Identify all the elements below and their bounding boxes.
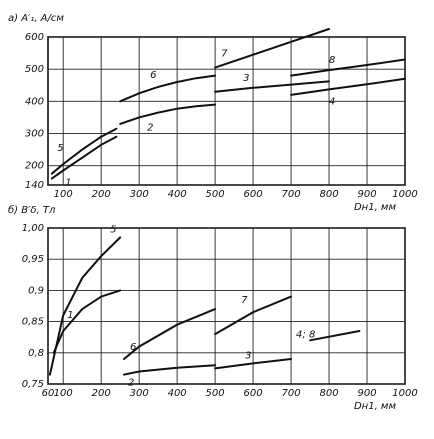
curve-label: 4; 8 xyxy=(296,329,315,340)
curve xyxy=(123,364,217,376)
x-axis-label: Dн1, мм xyxy=(354,202,397,213)
curve-label: 1 xyxy=(67,310,73,321)
y-tick-label: 300 xyxy=(25,129,44,140)
x-tick-label: 60 xyxy=(42,388,55,399)
x-tick-label: 700 xyxy=(282,388,301,399)
curve-label: 3 xyxy=(243,73,249,84)
curve-label: 7 xyxy=(221,49,228,60)
x-tick-label: 900 xyxy=(357,388,376,399)
x-tick-label: 400 xyxy=(168,388,187,399)
curve-label: 1 xyxy=(65,178,71,189)
curve xyxy=(309,330,361,342)
x-axis-label: Dн1, мм xyxy=(354,401,397,412)
x-tick-label: 1000 xyxy=(392,388,417,399)
curve xyxy=(214,28,330,69)
x-tick-label: 200 xyxy=(92,189,111,200)
x-tick-label: 600 xyxy=(244,189,263,200)
x-tick-label: 100 xyxy=(54,189,73,200)
x-tick-label: 700 xyxy=(282,189,301,200)
curve xyxy=(50,127,118,175)
y-tick-label: 400 xyxy=(25,96,44,107)
x-tick-label: 300 xyxy=(130,189,149,200)
x-tick-label: 600 xyxy=(244,388,263,399)
curve-label: 5 xyxy=(57,143,63,154)
y-tick-label: 0,9 xyxy=(28,285,44,296)
curve xyxy=(52,289,122,354)
x-tick-label: 300 xyxy=(130,388,149,399)
y-tick-label: 600 xyxy=(25,32,44,43)
curve-label: 2 xyxy=(147,122,153,133)
y-tick-label: 1,00 xyxy=(22,223,44,234)
curve xyxy=(119,74,217,103)
x-tick-label: 100 xyxy=(54,388,73,399)
y-tick-label: 200 xyxy=(25,161,44,172)
chart-title: б) B′δ, Тл xyxy=(8,204,56,216)
curve xyxy=(50,135,118,180)
y-tick-label: 140 xyxy=(25,180,44,191)
curve-label: 4 xyxy=(329,96,335,107)
curve-label: 6 xyxy=(130,342,136,353)
curve-label: 7 xyxy=(241,295,248,306)
x-tick-label: 200 xyxy=(92,388,111,399)
curve-label: 6 xyxy=(150,70,156,81)
y-tick-label: 0,8 xyxy=(28,348,44,359)
x-tick-label: 800 xyxy=(319,189,338,200)
curve xyxy=(48,236,122,376)
chart-title: а) A′₁, А/см xyxy=(8,13,64,24)
curve xyxy=(214,80,330,93)
curve-label: 8 xyxy=(329,55,335,66)
x-tick-label: 800 xyxy=(319,388,338,399)
curve xyxy=(119,103,217,125)
x-tick-label: 1000 xyxy=(392,189,417,200)
curve-label: 3 xyxy=(245,350,251,361)
y-tick-label: 0,85 xyxy=(22,317,44,328)
curve xyxy=(123,308,217,360)
curve xyxy=(214,358,293,370)
curve xyxy=(214,295,293,336)
curve-label: 5 xyxy=(110,224,116,235)
curve xyxy=(290,77,406,96)
x-tick-label: 900 xyxy=(357,189,376,200)
y-tick-label: 500 xyxy=(25,64,44,75)
x-tick-label: 500 xyxy=(206,189,225,200)
curve xyxy=(290,58,406,77)
x-tick-label: 500 xyxy=(206,388,225,399)
y-tick-label: 0,75 xyxy=(22,379,44,390)
y-tick-label: 0,95 xyxy=(22,254,44,265)
x-tick-label: 400 xyxy=(168,189,187,200)
curve-label: 2 xyxy=(128,378,134,389)
